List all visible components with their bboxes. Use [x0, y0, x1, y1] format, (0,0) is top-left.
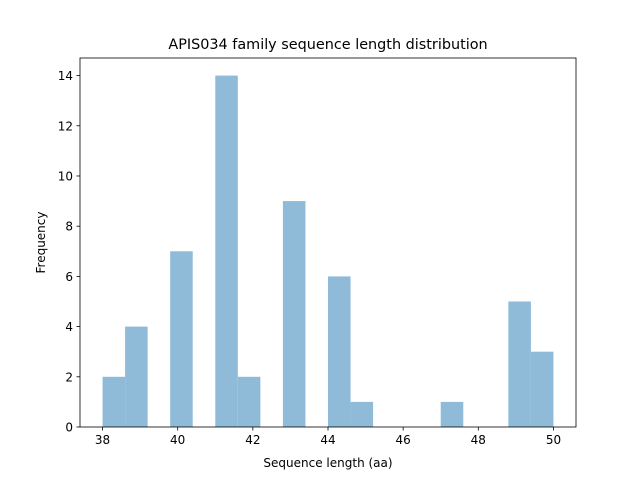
- histogram-bar: [508, 301, 531, 427]
- x-tick-label: 38: [95, 433, 110, 447]
- y-tick-label: 12: [58, 119, 73, 133]
- histogram-bar: [530, 351, 554, 427]
- y-tick-label: 8: [65, 220, 73, 234]
- chart-title: APIS034 family sequence length distribut…: [168, 37, 487, 53]
- histogram-bar: [170, 251, 193, 427]
- x-tick-label: 44: [320, 433, 335, 447]
- plot-frame: [79, 57, 577, 428]
- y-tick-label: 6: [65, 270, 73, 284]
- y-tick-label: 10: [58, 169, 73, 183]
- y-tick-label: 0: [65, 421, 73, 435]
- x-tick-label: 42: [245, 433, 260, 447]
- x-tick-label: 48: [471, 433, 486, 447]
- histogram-bar: [328, 276, 351, 427]
- histogram-bar: [102, 376, 126, 427]
- histogram-bar: [237, 376, 261, 427]
- x-tick-label: 46: [396, 433, 411, 447]
- histogram-bar: [215, 75, 238, 428]
- x-tick-label: 50: [546, 433, 561, 447]
- y-axis-label: Frequency: [34, 212, 48, 274]
- histogram-bar: [282, 201, 306, 427]
- x-axis-label: Sequence length (aa): [263, 456, 392, 470]
- histogram-bar: [440, 401, 464, 427]
- y-tick-label: 14: [58, 69, 73, 83]
- x-tick-label: 40: [170, 433, 185, 447]
- histogram-bar: [125, 326, 148, 427]
- histogram-bar: [350, 401, 374, 427]
- y-tick-label: 4: [65, 320, 73, 334]
- y-tick-label: 2: [65, 370, 73, 384]
